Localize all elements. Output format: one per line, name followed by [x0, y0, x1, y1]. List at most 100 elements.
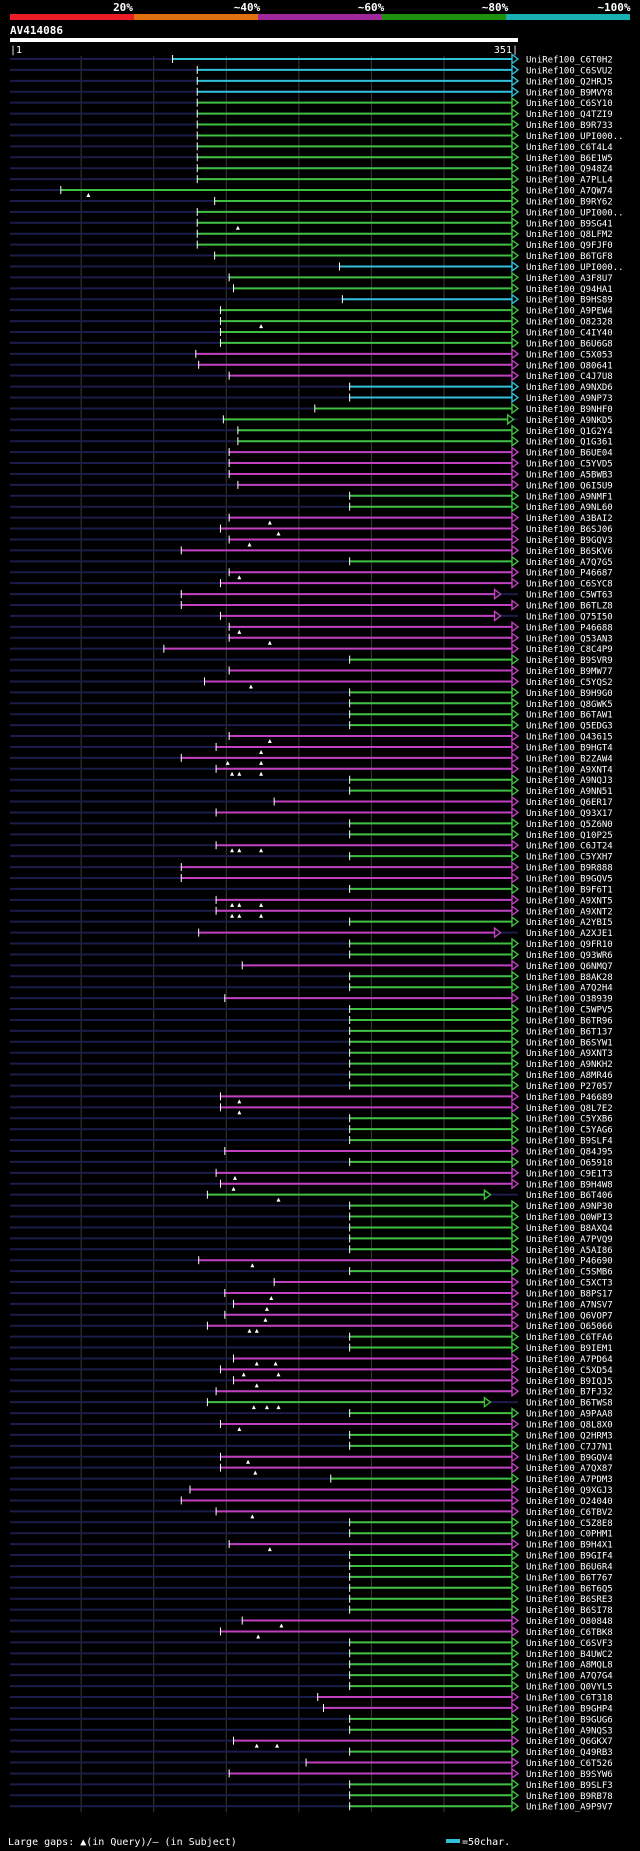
hit-name[interactable]: UniRef100_C6JT24: [526, 842, 613, 852]
hit-name[interactable]: UniRef100_Q6ER17: [526, 798, 613, 808]
hit-name[interactable]: UniRef100_C6SVU2: [526, 66, 613, 76]
hit-row[interactable]: UniRef100_Q8LFM2: [10, 227, 613, 240]
hit-name[interactable]: UniRef100_Q6GKX7: [526, 1737, 613, 1747]
hit-row[interactable]: UniRef100_B9GHP4: [10, 1702, 613, 1714]
hit-name[interactable]: UniRef100_A9NQS3: [526, 1726, 613, 1736]
hit-name[interactable]: UniRef100_Q8GWK5: [526, 700, 613, 710]
hit-row[interactable]: UniRef100_B6UE04: [10, 446, 613, 459]
hit-row[interactable]: UniRef100_Q9FR10: [10, 937, 613, 950]
hit-name[interactable]: UniRef100_B6SI78: [526, 1606, 613, 1616]
hit-name[interactable]: UniRef100_A3F8U7: [526, 274, 613, 284]
hit-row[interactable]: UniRef100_Q10P25: [10, 828, 613, 841]
hit-name[interactable]: UniRef100_B9MVY8: [526, 88, 613, 98]
hit-row[interactable]: UniRef100_B9HS89: [10, 293, 613, 306]
hit-row[interactable]: UniRef100_B9SG41: [10, 216, 613, 230]
hit-name[interactable]: UniRef100_A9XNT3: [526, 1049, 613, 1059]
hit-name[interactable]: UniRef100_Q6NMQ7: [526, 962, 613, 972]
hit-row[interactable]: UniRef100_C5YVD5: [10, 457, 613, 470]
hit-name[interactable]: UniRef100_A7Q7G5: [526, 558, 613, 568]
hit-name[interactable]: UniRef100_A9NKH2: [526, 1060, 613, 1070]
hit-name[interactable]: UniRef100_Q5Z6N0: [526, 820, 613, 830]
hit-name[interactable]: UniRef100_C6TBV2: [526, 1508, 613, 1518]
hit-row[interactable]: UniRef100_A9NKH2: [10, 1057, 613, 1070]
hit-name[interactable]: UniRef100_C4J7U8: [526, 372, 613, 382]
hit-row[interactable]: UniRef100_C5WPV5: [10, 1003, 613, 1016]
hit-row[interactable]: UniRef100_B6T6Q5: [10, 1581, 613, 1594]
hit-name[interactable]: UniRef100_B9RB78: [526, 1792, 613, 1802]
hit-name[interactable]: UniRef100_A9XNT2: [526, 907, 613, 917]
hit-row[interactable]: UniRef100_C6T0H2: [10, 53, 613, 66]
hit-name[interactable]: UniRef100_UPI000..: [526, 263, 624, 273]
hit-row[interactable]: UniRef100_A9NP30: [10, 1199, 613, 1212]
hit-name[interactable]: UniRef100_B9H4X1: [526, 1541, 613, 1551]
hit-row[interactable]: UniRef100_C7J7N1: [10, 1439, 613, 1452]
hit-name[interactable]: UniRef100_B9NHF0: [526, 405, 613, 415]
hit-row[interactable]: UniRef100_B9IEM1: [10, 1341, 613, 1354]
hit-name[interactable]: UniRef100_Q84J95: [526, 1148, 613, 1158]
hit-row[interactable]: UniRef100_B6T137: [10, 1024, 613, 1037]
hit-row[interactable]: UniRef100_UPI000..: [10, 260, 624, 273]
hit-row[interactable]: UniRef100_O65066: [10, 1319, 613, 1333]
hit-row[interactable]: UniRef100_C4J7U8: [10, 369, 613, 382]
hit-name[interactable]: UniRef100_Q43615: [526, 733, 613, 743]
hit-row[interactable]: UniRef100_B9R888: [10, 861, 613, 874]
hit-row[interactable]: UniRef100_C5XD54: [10, 1363, 613, 1377]
hit-row[interactable]: UniRef100_A7PDM3: [10, 1472, 613, 1485]
hit-name[interactable]: UniRef100_A8MQL8: [526, 1661, 613, 1671]
hit-name[interactable]: UniRef100_C5WT63: [526, 591, 613, 601]
hit-row[interactable]: UniRef100_A9NN51: [10, 784, 613, 797]
hit-name[interactable]: UniRef100_B2ZAW4: [526, 754, 613, 764]
hit-name[interactable]: UniRef100_A5AI86: [526, 1246, 613, 1256]
hit-row[interactable]: UniRef100_P46688: [10, 620, 613, 634]
hit-name[interactable]: UniRef100_B9SLF3: [526, 1781, 613, 1791]
hit-row[interactable]: UniRef100_B9RY62: [10, 195, 613, 207]
hit-row[interactable]: UniRef100_O82328: [10, 315, 613, 329]
hit-name[interactable]: UniRef100_B8AXQ4: [526, 1224, 613, 1234]
hit-row[interactable]: UniRef100_C5YXH7: [10, 850, 613, 863]
hit-row[interactable]: UniRef100_C6T318: [10, 1691, 613, 1704]
hit-row[interactable]: UniRef100_Q0WPI3: [10, 1210, 613, 1223]
hit-row[interactable]: UniRef100_O80848: [10, 1614, 613, 1628]
hit-name[interactable]: UniRef100_A9NP73: [526, 394, 613, 404]
hit-row[interactable]: UniRef100_A9XNT3: [10, 1046, 613, 1059]
hit-row[interactable]: UniRef100_A2XJE1: [10, 926, 613, 939]
hit-name[interactable]: UniRef100_B9HS89: [526, 296, 613, 306]
hit-row[interactable]: UniRef100_B6TGF8: [10, 249, 613, 262]
hit-name[interactable]: UniRef100_Q49RB3: [526, 1748, 613, 1758]
hit-row[interactable]: UniRef100_O24040: [10, 1494, 613, 1507]
hit-name[interactable]: UniRef100_A9P9V7: [526, 1803, 613, 1813]
hit-name[interactable]: UniRef100_C6SYC8: [526, 580, 613, 590]
hit-row[interactable]: UniRef100_C6SY10: [10, 96, 613, 109]
hit-row[interactable]: UniRef100_UPI000..: [10, 129, 624, 142]
hit-row[interactable]: UniRef100_A9XNT5: [10, 893, 613, 907]
hit-row[interactable]: UniRef100_O65918: [10, 1156, 613, 1168]
hit-row[interactable]: UniRef100_C6TFA6: [10, 1330, 613, 1343]
hit-name[interactable]: UniRef100_B9GHP4: [526, 1704, 613, 1714]
hit-row[interactable]: UniRef100_B8AK28: [10, 970, 613, 983]
hit-name[interactable]: UniRef100_B9SLF4: [526, 1137, 613, 1147]
hit-name[interactable]: UniRef100_B9GQV3: [526, 536, 613, 546]
hit-name[interactable]: UniRef100_A9XNT5: [526, 896, 613, 906]
hit-name[interactable]: UniRef100_C5YVD5: [526, 460, 613, 470]
hit-name[interactable]: UniRef100_B8AK28: [526, 973, 613, 983]
hit-name[interactable]: UniRef100_B7FJ32: [526, 1388, 613, 1398]
hit-name[interactable]: UniRef100_C6SVF3: [526, 1639, 613, 1649]
hit-name[interactable]: UniRef100_B6SKV6: [526, 547, 613, 557]
hit-row[interactable]: UniRef100_A9NQJ3: [10, 773, 613, 786]
hit-row[interactable]: UniRef100_Q6GKX7: [10, 1734, 613, 1748]
hit-name[interactable]: UniRef100_UPI000..: [526, 132, 624, 142]
hit-row[interactable]: UniRef100_C5WT63: [10, 588, 613, 601]
hit-row[interactable]: UniRef100_B6E1W5: [10, 151, 613, 164]
hit-name[interactable]: UniRef100_A7PD64: [526, 1355, 613, 1365]
hit-row[interactable]: UniRef100_C0PHM1: [10, 1527, 613, 1540]
hit-row[interactable]: UniRef100_Q93X17: [10, 806, 613, 819]
hit-row[interactable]: UniRef100_B6TLZ8: [10, 599, 613, 612]
hit-row[interactable]: UniRef100_P46690: [10, 1254, 613, 1268]
hit-row[interactable]: UniRef100_Q93WR6: [10, 948, 613, 961]
hit-row[interactable]: UniRef100_A8MQL8: [10, 1658, 613, 1671]
hit-row[interactable]: UniRef100_C4IY40: [10, 326, 613, 339]
hit-row[interactable]: UniRef100_A7QX87: [10, 1461, 613, 1475]
hit-row[interactable]: UniRef100_C6TBV2: [10, 1505, 613, 1519]
hit-row[interactable]: UniRef100_A3F8U7: [10, 271, 613, 284]
hit-name[interactable]: UniRef100_C0PHM1: [526, 1530, 613, 1540]
